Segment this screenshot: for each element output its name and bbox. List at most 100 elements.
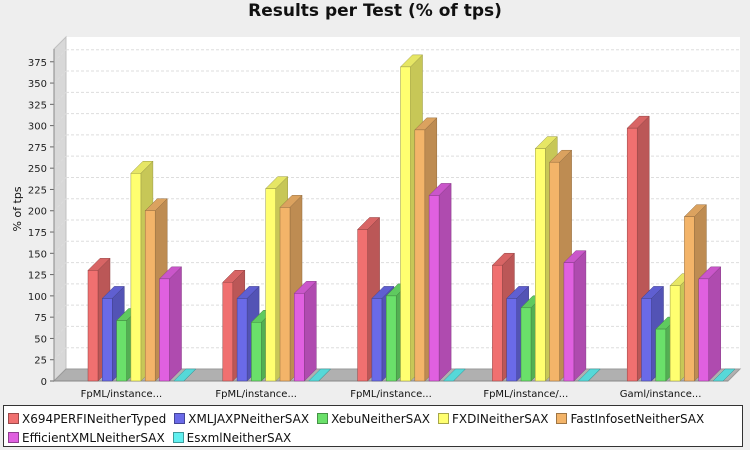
bar (116, 320, 127, 382)
x-tick-label: FpML/instance... (215, 389, 297, 400)
legend-swatch (317, 413, 329, 424)
bar (87, 270, 99, 382)
bar (265, 188, 276, 382)
legend-label: XMLJAXPNeitherSAX (188, 411, 310, 426)
bar (222, 282, 234, 382)
y-tick-label: 375 (28, 58, 47, 69)
y-gridline-side (53, 134, 67, 148)
bar-chart: 0 25 50 75 100 125 150 175 200 225 250 275 300 325 350… (11, 35, 742, 400)
bar (385, 295, 397, 382)
bar (428, 195, 440, 382)
bar-side (438, 182, 452, 382)
legend-item: XMLJAXPNeitherSAX (174, 412, 309, 426)
bar-side (304, 280, 317, 382)
legend-row: X694PERFINeitherTyped XMLJAXPNeitherSAX … (8, 409, 738, 428)
bar (549, 161, 560, 382)
y-tick-label: 25 (34, 356, 47, 367)
bar (669, 285, 681, 382)
bar-side (708, 266, 721, 382)
y-gridline-side (53, 347, 67, 361)
bar (159, 278, 170, 382)
legend-swatch (174, 413, 186, 424)
bar (506, 298, 517, 382)
bar-top (712, 368, 736, 382)
y-gridline-side (53, 70, 67, 84)
y-gridline-side (53, 49, 67, 63)
y-gridline-side (53, 113, 67, 126)
y-gridline-side (53, 91, 67, 105)
y-tick-label: 150 (28, 249, 47, 260)
y-gridline-side (53, 198, 67, 212)
bar (641, 298, 652, 382)
legend-item: X694PERFINeitherTyped (8, 412, 166, 426)
bar (279, 207, 291, 382)
bar (294, 293, 305, 382)
legend-label: XebuNeitherSAX (331, 411, 430, 426)
bar (520, 307, 532, 382)
y-axis-title: % of tps (11, 186, 24, 231)
legend-swatch (8, 413, 19, 424)
y-gridline-side (53, 326, 67, 339)
y-tick-label: 250 (28, 164, 47, 175)
bar (236, 298, 248, 382)
legend-swatch (8, 432, 19, 443)
y-gridline-side (53, 177, 67, 190)
y-tick-label: 200 (28, 207, 47, 218)
bar (626, 127, 638, 382)
bar (400, 66, 411, 382)
x-tick-label: FpML/instance... (81, 389, 163, 400)
bar (492, 264, 503, 382)
chart-title: Results per Test (% of tps) (248, 1, 502, 21)
y-tick-label: 75 (34, 313, 47, 324)
legend-item: FastInfosetNeitherSAX (556, 412, 704, 426)
bar (130, 173, 142, 382)
y-gridline-side (53, 262, 67, 275)
bar (144, 210, 156, 382)
bar (102, 298, 113, 382)
bar-top (173, 368, 197, 382)
y-tick-label: 300 (28, 122, 47, 133)
bar-top (442, 368, 467, 382)
y-gridline-side (53, 155, 67, 169)
y-tick-label: 225 (28, 185, 47, 196)
legend-item: FXDINeitherSAX (437, 411, 549, 426)
x-tick-label: Gaml/instance... (620, 389, 702, 400)
y-tick-label: 350 (28, 79, 47, 90)
y-tick-label: 325 (28, 100, 47, 111)
legend-swatch (172, 432, 184, 443)
bar-side (573, 250, 587, 382)
bar-side (169, 266, 182, 382)
legend-label: FXDINeitherSAX (451, 411, 549, 426)
legend-label: X694PERFINeitherTyped (22, 411, 167, 426)
bar (655, 328, 667, 382)
x-tick-label: FpML/instance... (350, 389, 432, 400)
y-tick-label: 50 (34, 334, 47, 345)
legend-label: EfficientXMLNeitherSAX (22, 430, 165, 445)
bar-top (307, 368, 332, 382)
legend-item: EsxmlNeitherSAX (172, 430, 292, 445)
x-tick-label: FpML/instance/... (483, 389, 568, 400)
y-tick-label: 0 (41, 377, 47, 388)
legend-swatch (556, 413, 568, 424)
legend-label: EsxmlNeitherSAX (186, 430, 292, 445)
y-tick-label: 125 (28, 271, 47, 282)
y-tick-label: 175 (28, 228, 47, 239)
legend-row: EfficientXMLNeitherSAX EsxmlNeitherSAX (8, 428, 738, 447)
chart-legend: X694PERFINeitherTyped XMLJAXPNeitherSAX … (3, 405, 743, 447)
bar (698, 278, 709, 382)
y-gridline-side (53, 219, 67, 233)
bar (414, 129, 426, 382)
legend-swatch (437, 413, 449, 424)
bar (357, 229, 368, 382)
y-gridline-side (53, 283, 67, 297)
y-tick-label: 275 (28, 143, 47, 154)
y-gridline-side (53, 304, 67, 318)
bar (684, 216, 695, 382)
legend-item: XebuNeitherSAX (317, 412, 430, 426)
y-gridline-side (53, 240, 67, 254)
legend-item: EfficientXMLNeitherSAX (8, 431, 165, 445)
legend-label: FastInfosetNeitherSAX (570, 411, 705, 426)
bar (563, 262, 575, 382)
bar (535, 148, 546, 382)
bar (371, 298, 383, 382)
